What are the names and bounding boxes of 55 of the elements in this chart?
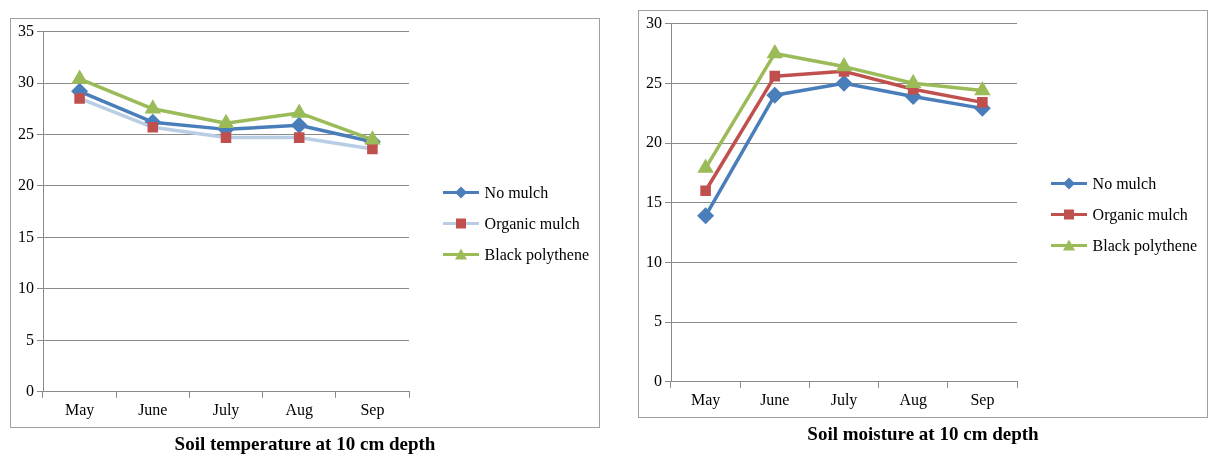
point [697,208,714,224]
y-tick-label: 30 [646,13,662,31]
legend-label: No mulch [1092,173,1157,194]
legend-label: Organic mulch [1092,204,1188,226]
point [367,143,378,155]
point [145,101,160,114]
point [291,117,307,133]
point [365,131,380,145]
x-tick-label: May [690,390,721,409]
point [147,122,159,133]
y-tick-label: 35 [18,21,34,39]
point [905,73,922,89]
y-tick-label: 5 [26,330,34,348]
y-tick-label: 25 [18,124,34,142]
x-tick-label: June [760,390,790,408]
text: Soil temperature at 10 cm depth [173,433,437,455]
x-tick-label: July [212,400,240,419]
text: Soil moisture at 10 cm depth [806,423,1040,445]
point [292,105,307,118]
point [767,45,782,59]
y-tick-label: 20 [646,133,662,151]
y-tick-label: 15 [646,192,662,210]
y-tick-label: 30 [18,73,34,91]
point [700,185,711,197]
y-tick-label: 25 [646,73,662,91]
x-tick-label: May [64,400,95,419]
point [72,71,87,84]
point [836,75,852,92]
point [767,87,783,103]
x-tick-label: Sep [970,390,995,409]
legend-label: Organic mulch [484,213,580,235]
y-tick-label: 0 [26,382,34,399]
x-tick-label: July [830,390,858,409]
y-tick-label: 10 [646,252,662,270]
point [975,82,990,96]
point [293,132,305,143]
y-tick-label: 10 [18,279,34,297]
legend-label: Black polythene [1092,235,1197,257]
x-tick-label: Aug [899,390,927,409]
point [977,97,988,108]
point [769,70,781,82]
point [219,115,233,128]
y-tick-label: 20 [18,176,34,194]
point [74,93,85,104]
legend-label: No mulch [484,182,549,203]
y-tick-label: 5 [654,312,662,330]
x-tick-label: Aug [285,400,313,419]
point [698,160,713,173]
point [837,58,851,72]
point [220,132,232,143]
y-tick-label: 15 [18,227,34,245]
x-tick-label: June [138,400,168,418]
legend-label: Black polythene [484,244,589,266]
x-tick-label: Sep [360,400,385,419]
y-tick-label: 0 [654,372,662,389]
